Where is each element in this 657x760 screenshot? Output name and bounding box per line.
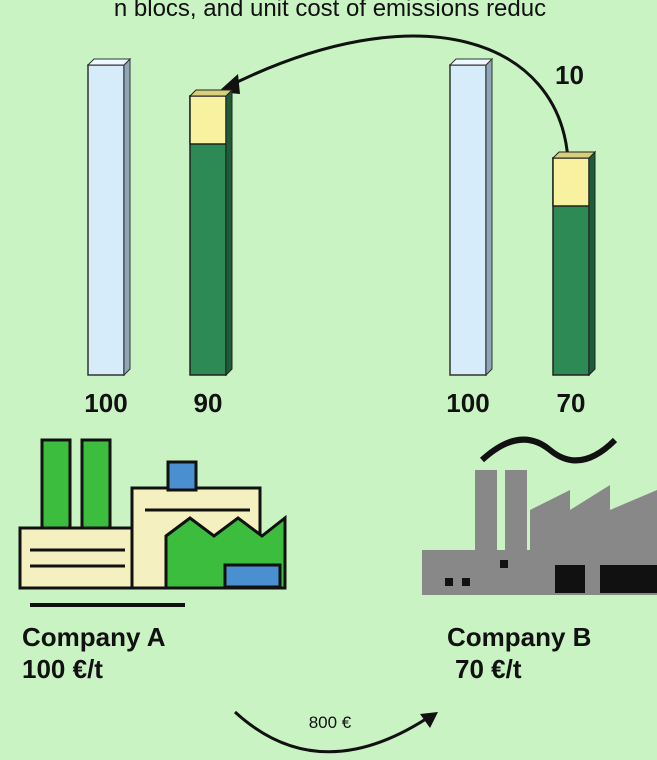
company-cost: 100 €/t (22, 654, 103, 684)
header-text: n blocs, and unit cost of emissions redu… (114, 0, 546, 22)
bar-part (226, 90, 232, 375)
bar-part (450, 59, 492, 65)
payment-label: 800 € (309, 713, 352, 732)
bar-part (88, 59, 130, 65)
bar-part (190, 96, 226, 144)
bar-label: 100 (446, 388, 489, 418)
bar-part (450, 65, 486, 375)
company-name: Company B (447, 622, 591, 652)
baseline-bar (88, 59, 130, 375)
transfer-label: 10 (555, 60, 584, 90)
bar-part (190, 90, 232, 96)
bar-part (553, 158, 589, 206)
factory-b (422, 440, 657, 595)
bar-label: 70 (557, 388, 586, 418)
factory-a (20, 440, 285, 605)
emission-bar (553, 152, 595, 375)
bar-part (486, 59, 492, 375)
baseline-bar (450, 59, 492, 375)
diagram: n blocs, and unit cost of emissions redu… (0, 0, 657, 760)
bar-label: 90 (194, 388, 223, 418)
company-cost: 70 €/t (455, 654, 522, 684)
bar-part (589, 152, 595, 375)
bar-part (88, 65, 124, 375)
bar-part (124, 59, 130, 375)
bar-label: 100 (84, 388, 127, 418)
transfer-arrow (225, 36, 568, 160)
emission-bar (190, 90, 232, 375)
company-name: Company A (22, 622, 166, 652)
bar-part (553, 152, 595, 158)
